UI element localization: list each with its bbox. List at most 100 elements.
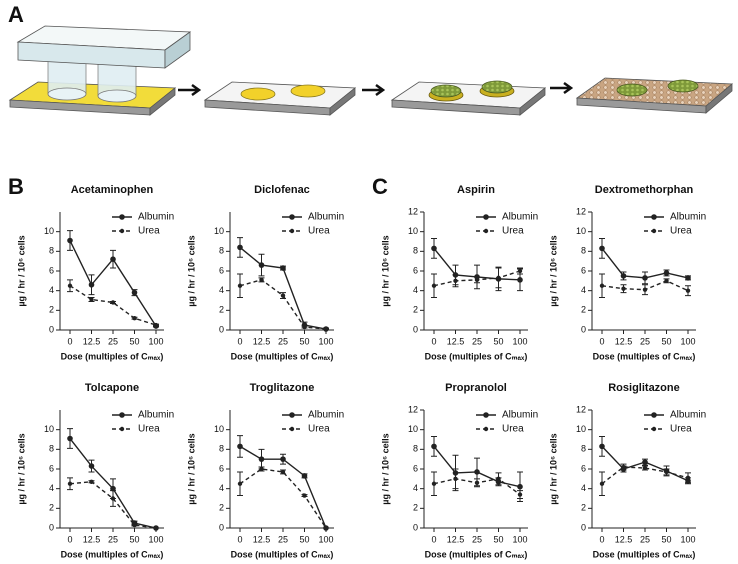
marker xyxy=(664,469,669,475)
series-line xyxy=(601,466,689,485)
y-tick-label: 12 xyxy=(576,206,586,216)
marker xyxy=(621,286,626,291)
x-tick-label: 50 xyxy=(129,336,139,346)
marker xyxy=(110,256,116,263)
marker xyxy=(599,283,605,288)
chart-title: Acetaminophen xyxy=(71,184,154,196)
chart-title: Dextromethorphan xyxy=(595,184,694,196)
marker xyxy=(599,245,605,252)
x-axis-label: Dose (multiples of Cₘₐₓ) xyxy=(425,549,528,559)
y-axis-label: µg / hr / 10⁶ cells xyxy=(186,235,196,306)
marker xyxy=(642,465,648,471)
x-tick-label: 12.5 xyxy=(253,336,271,346)
marker xyxy=(302,324,307,330)
x-tick-label: 50 xyxy=(493,336,503,346)
marker xyxy=(431,245,437,252)
legend-marker xyxy=(651,426,657,432)
marker xyxy=(258,262,265,268)
x-tick-label: 25 xyxy=(278,534,288,544)
marker xyxy=(599,443,605,450)
chart-title: Tolcapone xyxy=(85,382,139,394)
marker xyxy=(88,463,95,469)
y-tick-label: 0 xyxy=(413,324,418,334)
chart-title: Propranolol xyxy=(445,382,507,394)
y-tick-label: 4 xyxy=(49,285,54,295)
series-line xyxy=(239,279,327,330)
legend-marker xyxy=(119,426,125,432)
series-line xyxy=(69,285,157,326)
marker xyxy=(685,288,691,293)
x-tick-label: 12.5 xyxy=(83,534,101,544)
series-line xyxy=(239,468,327,529)
x-axis-label: Dose (multiples of Cₘₐₓ) xyxy=(593,549,696,559)
marker xyxy=(664,278,669,284)
y-axis-label: µg / hr / 10⁶ cells xyxy=(548,235,558,306)
legend-label: Urea xyxy=(502,226,524,237)
y-axis-label: µg / hr / 10⁶ cells xyxy=(186,433,196,504)
marker xyxy=(67,283,73,288)
x-axis-label: Dose (multiples of Cₘₐₓ) xyxy=(231,549,334,559)
y-tick-label: 2 xyxy=(219,305,224,315)
marker xyxy=(599,481,605,486)
y-tick-label: 8 xyxy=(49,444,54,454)
y-tick-label: 2 xyxy=(413,305,418,315)
legend-label: Albumin xyxy=(308,212,344,223)
x-axis-label: Dose (multiples of Cₘₐₓ) xyxy=(425,351,528,361)
y-tick-label: 0 xyxy=(581,522,586,532)
y-tick-label: 2 xyxy=(413,503,418,513)
x-tick-label: 50 xyxy=(493,534,503,544)
legend-marker xyxy=(483,228,489,234)
y-tick-label: 6 xyxy=(49,265,54,275)
marker xyxy=(474,469,480,475)
arrow xyxy=(178,83,202,97)
legend-label: Urea xyxy=(138,424,160,435)
x-tick-label: 0 xyxy=(431,336,436,346)
legend-label: Urea xyxy=(138,226,160,237)
y-axis-label: µg / hr / 10⁶ cells xyxy=(16,433,26,504)
marker xyxy=(237,244,243,251)
x-tick-label: 0 xyxy=(599,534,604,544)
marker xyxy=(323,525,329,531)
x-tick-label: 25 xyxy=(278,336,288,346)
x-tick-label: 25 xyxy=(472,534,482,544)
legend-label: Albumin xyxy=(138,212,174,223)
marker xyxy=(431,283,437,288)
y-axis-label: µg / hr / 10⁶ cells xyxy=(16,235,26,306)
arrow xyxy=(550,81,574,95)
y-tick-label: 8 xyxy=(219,444,224,454)
legend-label: Albumin xyxy=(502,212,538,223)
y-tick-label: 8 xyxy=(581,444,586,454)
marker xyxy=(496,476,501,482)
y-tick-label: 0 xyxy=(581,324,586,334)
x-tick-label: 12.5 xyxy=(615,534,633,544)
x-tick-label: 50 xyxy=(661,534,671,544)
marker xyxy=(323,326,329,332)
x-tick-label: 12.5 xyxy=(83,336,101,346)
y-tick-label: 10 xyxy=(408,424,418,434)
x-tick-label: 0 xyxy=(431,534,436,544)
x-tick-label: 25 xyxy=(640,534,650,544)
legend-marker xyxy=(651,214,657,220)
device-step-3 xyxy=(390,80,547,116)
x-tick-label: 100 xyxy=(512,336,527,346)
x-tick-label: 25 xyxy=(640,336,650,346)
panel-label: A xyxy=(8,2,24,27)
panel-label: C xyxy=(372,174,388,199)
legend-label: Albumin xyxy=(502,410,538,421)
y-tick-label: 8 xyxy=(413,444,418,454)
y-axis-label: µg / hr / 10⁶ cells xyxy=(380,433,390,504)
marker xyxy=(89,479,94,484)
marker xyxy=(132,316,137,321)
marker xyxy=(89,297,94,302)
y-tick-label: 10 xyxy=(44,226,54,236)
y-tick-label: 12 xyxy=(408,404,418,414)
marker xyxy=(621,464,626,470)
legend-label: Albumin xyxy=(670,410,706,421)
marker xyxy=(301,473,308,479)
arrow xyxy=(362,83,386,97)
x-tick-label: 0 xyxy=(67,534,72,544)
x-tick-label: 0 xyxy=(237,336,242,346)
y-tick-label: 10 xyxy=(44,424,54,434)
x-tick-label: 50 xyxy=(129,534,139,544)
